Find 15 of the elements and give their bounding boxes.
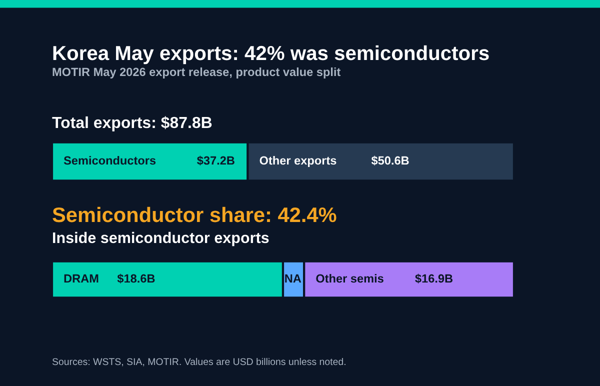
series-label: DRAM <box>64 274 98 283</box>
chart-title: Korea May exports: 42% was semiconductors <box>53 45 489 64</box>
series-label: NA <box>285 274 302 283</box>
chart-title: Inside semiconductor exports <box>53 232 269 246</box>
data-label: $37.2B <box>197 156 234 166</box>
data-label: $16.9B <box>415 274 452 284</box>
series-label: Semiconductors <box>64 156 156 165</box>
source-note: Sources: WSTS, SIA, MOTIR. Values are USD billions unless noted. <box>52 358 346 366</box>
text: Total exports: $87.8B <box>52 116 212 132</box>
chart-subtitle: MOTIR May 2026 export release, product value split <box>52 67 341 78</box>
data-label: $50.6B <box>371 156 409 166</box>
data-label: $18.6B <box>117 274 155 284</box>
series-label: Other exports <box>260 156 336 167</box>
text: Semiconductor share: 42.4% <box>52 206 336 222</box>
series-label: Other semis <box>316 274 384 283</box>
